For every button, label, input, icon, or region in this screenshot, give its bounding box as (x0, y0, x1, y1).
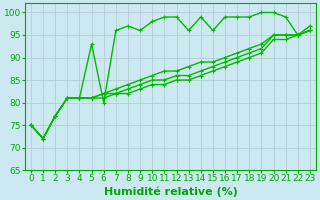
X-axis label: Humidité relative (%): Humidité relative (%) (103, 186, 237, 197)
